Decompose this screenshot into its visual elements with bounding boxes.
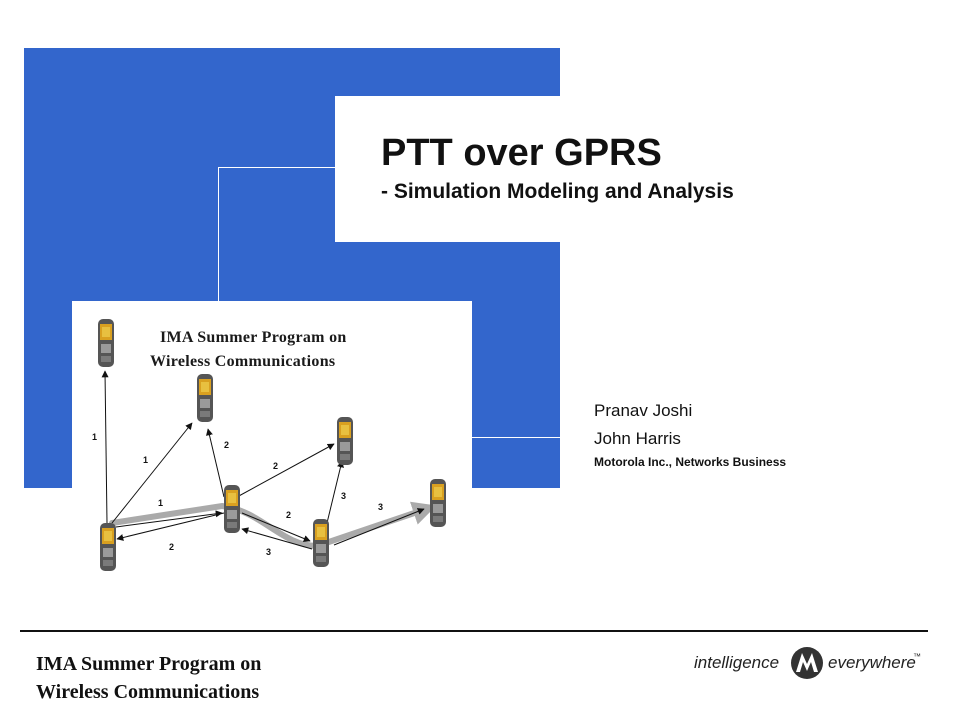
link-label: 2 xyxy=(169,542,174,552)
link-arrow xyxy=(116,512,225,541)
mobile-phone-icon xyxy=(98,319,114,367)
mobile-phone-icon xyxy=(337,417,353,465)
mobile-phone-icon xyxy=(313,519,329,567)
motorola-logo-icon xyxy=(791,647,823,679)
link-arrow xyxy=(241,512,311,542)
trademark-symbol: ™ xyxy=(913,652,921,661)
title-box xyxy=(335,96,960,242)
link-arrow xyxy=(206,428,225,498)
link-label: 1 xyxy=(143,455,148,465)
footer-line2: Wireless Communications xyxy=(36,681,260,703)
mobile-phone-icon xyxy=(197,374,213,422)
mobile-phone-icon xyxy=(430,479,446,527)
footer-title: IMA Summer Program on Wireless Communica… xyxy=(36,650,261,706)
footer-line1: IMA Summer Program on xyxy=(36,653,262,675)
slide-title: PTT over GPRS xyxy=(381,132,662,174)
link-arrow xyxy=(236,443,335,498)
link-arrow xyxy=(326,460,344,524)
ptt-flow-path xyxy=(109,501,437,550)
author-name-1: Pranav Joshi xyxy=(594,401,693,420)
mobile-phone-icon xyxy=(224,485,240,533)
author-organization: Motorola Inc., Networks Business xyxy=(594,455,787,469)
brand-text-right: everywhere xyxy=(828,653,916,672)
link-label: 1 xyxy=(92,432,97,442)
link-arrow xyxy=(111,422,193,524)
network-diagram: 1 1 1 2 2 2 3 3 2 3 xyxy=(92,319,446,571)
diagram-title-line1: IMA Summer Program on xyxy=(160,329,347,346)
diagram-box xyxy=(72,301,472,600)
author-name-2: John Harris xyxy=(594,429,681,448)
brand-logo: intelligence everywhere ™ xyxy=(694,646,934,680)
link-label: 3 xyxy=(378,502,383,512)
link-label: 3 xyxy=(341,491,346,501)
slide-subtitle: - Simulation Modeling and Analysis xyxy=(381,180,734,203)
link-label: 2 xyxy=(224,440,229,450)
divider-line-vertical xyxy=(218,167,219,301)
brand-text-left: intelligence xyxy=(694,653,780,672)
link-arrow xyxy=(115,510,223,528)
diagram-title-line2: Wireless Communications xyxy=(150,353,336,370)
divider-line-lower xyxy=(472,437,560,438)
divider-line-horizontal xyxy=(218,167,336,168)
mobile-phone-icon xyxy=(100,523,116,571)
link-label: 3 xyxy=(266,547,271,557)
link-arrow xyxy=(333,508,425,546)
link-arrow xyxy=(241,527,313,550)
footer-rule xyxy=(20,630,928,632)
link-arrow xyxy=(101,370,109,524)
link-label: 2 xyxy=(273,461,278,471)
link-label: 2 xyxy=(286,510,291,520)
link-label: 1 xyxy=(158,498,163,508)
